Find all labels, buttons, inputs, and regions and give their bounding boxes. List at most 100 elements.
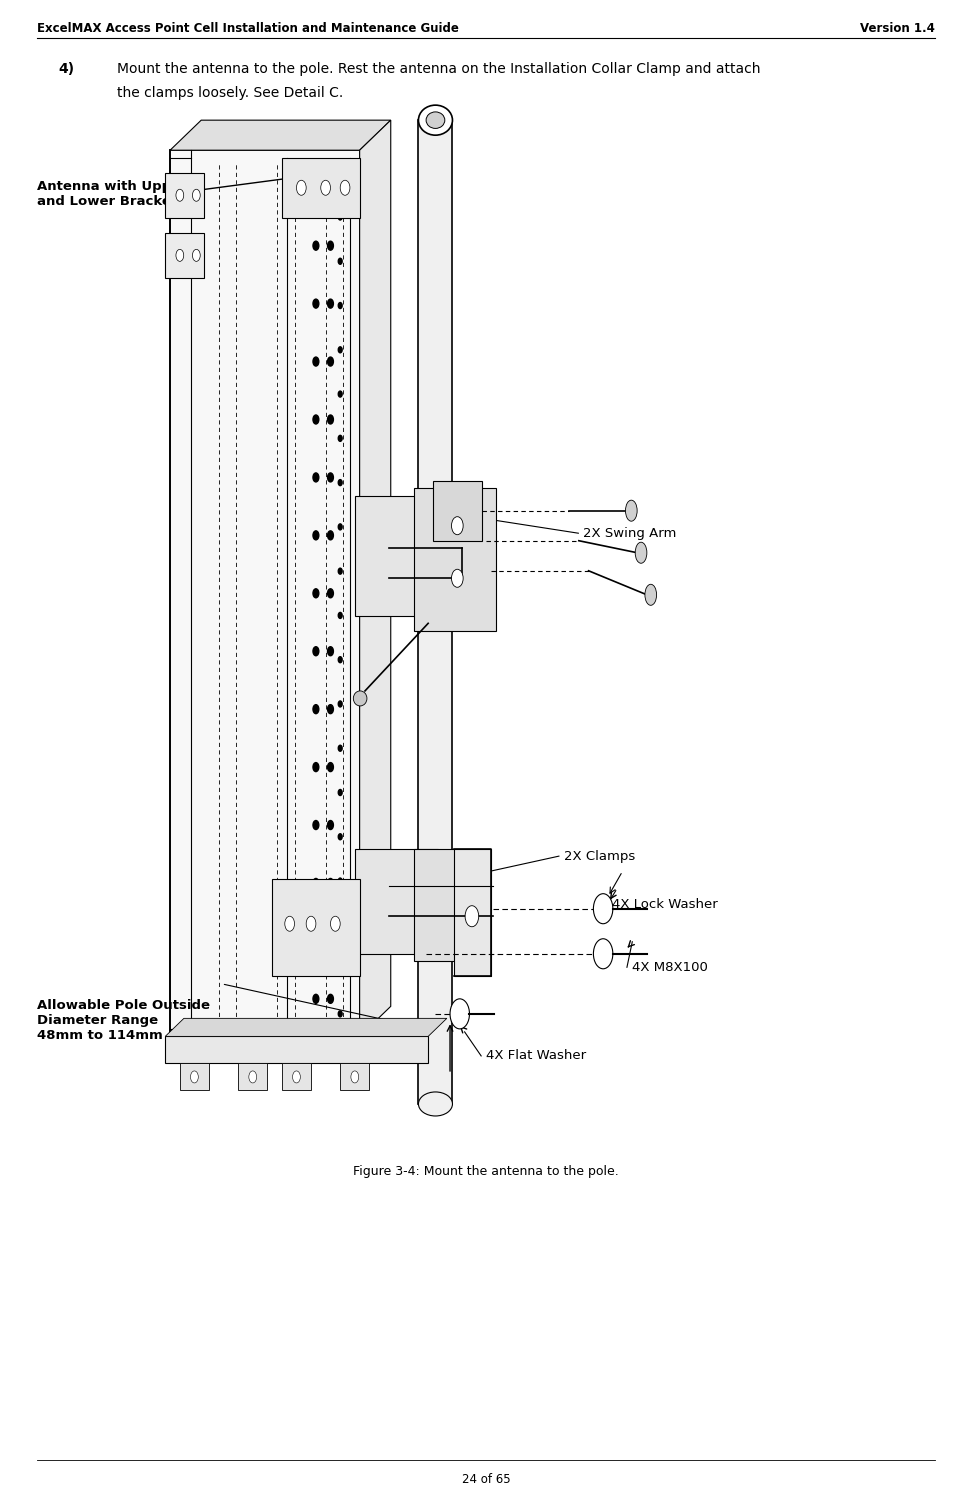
Circle shape <box>328 879 333 888</box>
Circle shape <box>330 916 340 931</box>
Bar <box>418 120 453 1104</box>
Bar <box>170 150 360 1036</box>
Ellipse shape <box>354 691 366 706</box>
Circle shape <box>451 517 463 535</box>
Circle shape <box>306 916 316 931</box>
Circle shape <box>338 613 342 619</box>
Text: Allowable Pole Outside
Diameter Range
48mm to 114mm: Allowable Pole Outside Diameter Range 48… <box>37 999 210 1042</box>
Circle shape <box>328 589 333 598</box>
Circle shape <box>338 170 342 176</box>
Bar <box>355 496 437 616</box>
Circle shape <box>328 936 333 945</box>
Circle shape <box>296 180 306 195</box>
Circle shape <box>338 347 342 353</box>
Circle shape <box>328 820 333 829</box>
Circle shape <box>450 999 469 1029</box>
Circle shape <box>338 213 342 219</box>
Circle shape <box>328 994 333 1003</box>
Circle shape <box>313 357 319 366</box>
Circle shape <box>313 820 319 829</box>
Polygon shape <box>360 120 391 1036</box>
Bar <box>238 1063 267 1090</box>
Circle shape <box>340 180 350 195</box>
Bar <box>455 849 492 976</box>
Circle shape <box>338 524 342 530</box>
Circle shape <box>338 1011 342 1017</box>
Bar <box>413 488 496 631</box>
Polygon shape <box>165 1018 447 1036</box>
Circle shape <box>338 922 342 928</box>
Circle shape <box>328 647 333 656</box>
Circle shape <box>293 1071 300 1083</box>
Bar <box>413 849 482 961</box>
Circle shape <box>328 242 333 251</box>
Circle shape <box>313 763 319 772</box>
Ellipse shape <box>419 1092 453 1116</box>
Text: 24 of 65: 24 of 65 <box>462 1473 510 1485</box>
Circle shape <box>176 249 184 261</box>
Circle shape <box>191 1071 198 1083</box>
Circle shape <box>351 1071 359 1083</box>
Circle shape <box>313 530 319 539</box>
Circle shape <box>338 701 342 707</box>
Circle shape <box>593 939 613 969</box>
Ellipse shape <box>626 500 638 521</box>
Circle shape <box>249 1071 257 1083</box>
Circle shape <box>313 473 319 482</box>
Circle shape <box>328 415 333 424</box>
Circle shape <box>328 530 333 539</box>
Circle shape <box>313 183 319 192</box>
Circle shape <box>338 568 342 574</box>
Text: Antenna with Upper
and Lower Brackets: Antenna with Upper and Lower Brackets <box>37 180 187 209</box>
Circle shape <box>313 242 319 251</box>
Circle shape <box>313 415 319 424</box>
Circle shape <box>313 879 319 888</box>
Circle shape <box>338 834 342 840</box>
Polygon shape <box>170 120 391 150</box>
Text: 2X Swing Arm: 2X Swing Arm <box>583 527 677 539</box>
Circle shape <box>466 906 479 927</box>
Bar <box>165 233 204 278</box>
Bar <box>340 1063 369 1090</box>
Text: 4X Lock Washer: 4X Lock Washer <box>612 898 718 910</box>
Text: Version 1.4: Version 1.4 <box>860 21 935 35</box>
Circle shape <box>338 258 342 264</box>
Circle shape <box>338 790 342 796</box>
Circle shape <box>313 936 319 945</box>
Circle shape <box>338 391 342 397</box>
Bar <box>282 1063 311 1090</box>
Text: 2X Clamps: 2X Clamps <box>564 850 635 862</box>
Circle shape <box>313 647 319 656</box>
Text: the clamps loosely. See Detail C.: the clamps loosely. See Detail C. <box>117 86 343 99</box>
Bar <box>272 879 360 976</box>
Circle shape <box>313 994 319 1003</box>
Bar <box>165 1036 428 1063</box>
Ellipse shape <box>426 111 445 128</box>
Circle shape <box>593 894 613 924</box>
Circle shape <box>321 180 330 195</box>
Ellipse shape <box>419 105 453 135</box>
Bar <box>165 173 204 218</box>
Circle shape <box>328 183 333 192</box>
Circle shape <box>313 704 319 713</box>
Circle shape <box>176 189 184 201</box>
Circle shape <box>285 916 295 931</box>
Circle shape <box>338 745 342 751</box>
Circle shape <box>328 763 333 772</box>
Circle shape <box>328 704 333 713</box>
Bar <box>282 158 360 218</box>
Circle shape <box>192 249 200 261</box>
Circle shape <box>338 656 342 662</box>
Bar <box>355 849 437 954</box>
Text: 4X M8X100: 4X M8X100 <box>632 961 708 973</box>
Bar <box>180 1063 209 1090</box>
Text: ExcelMAX Access Point Cell Installation and Maintenance Guide: ExcelMAX Access Point Cell Installation … <box>37 21 459 35</box>
Circle shape <box>328 473 333 482</box>
Text: Mount the antenna to the pole. Rest the antenna on the Installation Collar Clamp: Mount the antenna to the pole. Rest the … <box>117 62 760 75</box>
Circle shape <box>338 436 342 442</box>
Circle shape <box>451 569 463 587</box>
Circle shape <box>328 299 333 308</box>
Circle shape <box>338 967 342 973</box>
Circle shape <box>313 589 319 598</box>
Ellipse shape <box>636 542 647 563</box>
